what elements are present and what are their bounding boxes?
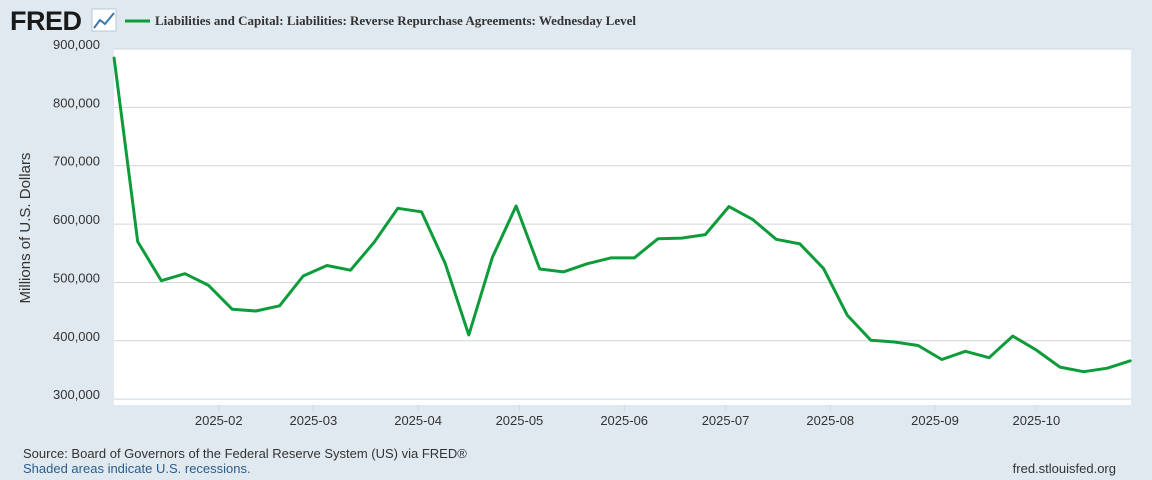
y-tick-label: 600,000 (53, 212, 100, 227)
y-axis-ticks: 300,000 400,000 500,000 600,000 700,000 800,0… (53, 37, 100, 402)
recession-note[interactable]: Shaded areas indicate U.S. recessions. (23, 461, 251, 476)
x-tick-label: 2025-08 (806, 413, 854, 428)
grid-lines (114, 48, 1131, 400)
data-point (160, 279, 163, 282)
data-point (468, 334, 470, 336)
data-point (988, 356, 990, 359)
data-point (231, 308, 234, 311)
data-point (397, 207, 399, 210)
x-tick-label: 2025-05 (496, 413, 544, 428)
data-point (633, 257, 636, 259)
data-point (964, 350, 967, 353)
data-point (657, 237, 659, 240)
data-point (184, 272, 186, 275)
x-tick-label: 2025-09 (911, 413, 959, 428)
data-point (326, 264, 328, 267)
source-note: Source: Board of Governors of the Federa… (23, 446, 467, 461)
data-point (822, 267, 825, 270)
data-point (278, 305, 281, 307)
y-axis-label: Millions of U.S. Dollars (17, 153, 34, 304)
fred-chart-icon (91, 8, 117, 32)
data-point (1035, 349, 1038, 351)
fred-logo[interactable]: FRED (10, 6, 82, 36)
series-group (112, 56, 1132, 374)
site-link[interactable]: fred.stlouisfed.org (1012, 461, 1116, 476)
x-tick-label: 2025-07 (702, 413, 750, 428)
data-point (1059, 366, 1061, 368)
data-point (799, 243, 801, 245)
data-point (538, 268, 541, 270)
y-tick-label: 500,000 (53, 270, 100, 285)
data-point (775, 238, 777, 241)
x-tick-label: 2025-03 (289, 413, 337, 428)
data-point (207, 284, 210, 287)
y-tick-label: 300,000 (53, 387, 100, 402)
data-point (1011, 335, 1014, 337)
legend[interactable]: Liabilities and Capital: Liabilities: Re… (125, 13, 636, 28)
data-point (704, 233, 707, 236)
data-point (609, 257, 612, 259)
data-point (917, 344, 919, 347)
data-point (420, 211, 423, 213)
x-tick-label: 2025-06 (600, 413, 648, 428)
y-tick-label: 700,000 (53, 154, 100, 169)
data-point (444, 262, 446, 265)
x-tick-label: 2025-02 (195, 413, 243, 428)
plot-area (114, 49, 1131, 405)
data-point (136, 240, 139, 243)
data-point (562, 271, 565, 273)
x-tick-label: 2025-04 (394, 413, 442, 428)
data-point (893, 341, 896, 343)
x-axis-ticks: 2025-02 2025-03 2025-04 2025-05 2025-06 2025-… (195, 405, 1060, 428)
x-tick-label: 2025-10 (1013, 413, 1061, 428)
series-line[interactable] (112, 57, 1132, 374)
data-point (751, 218, 754, 221)
y-tick-label: 400,000 (53, 329, 100, 344)
data-point (870, 339, 872, 342)
data-point (1130, 359, 1132, 362)
data-point (302, 275, 305, 277)
data-point (941, 358, 943, 361)
data-point (255, 310, 257, 312)
y-tick-label: 800,000 (53, 95, 100, 110)
data-point (680, 237, 683, 239)
data-point (1106, 367, 1109, 370)
data-point (515, 205, 517, 207)
data-point (349, 269, 352, 272)
data-point (728, 205, 730, 208)
data-point (491, 256, 494, 259)
data-point (113, 56, 115, 58)
data-point (586, 263, 588, 265)
legend-label: Liabilities and Capital: Liabilities: Re… (155, 13, 636, 28)
data-point (846, 314, 848, 316)
data-point (1082, 370, 1085, 373)
data-point (373, 241, 376, 243)
y-tick-label: 900,000 (53, 37, 100, 52)
